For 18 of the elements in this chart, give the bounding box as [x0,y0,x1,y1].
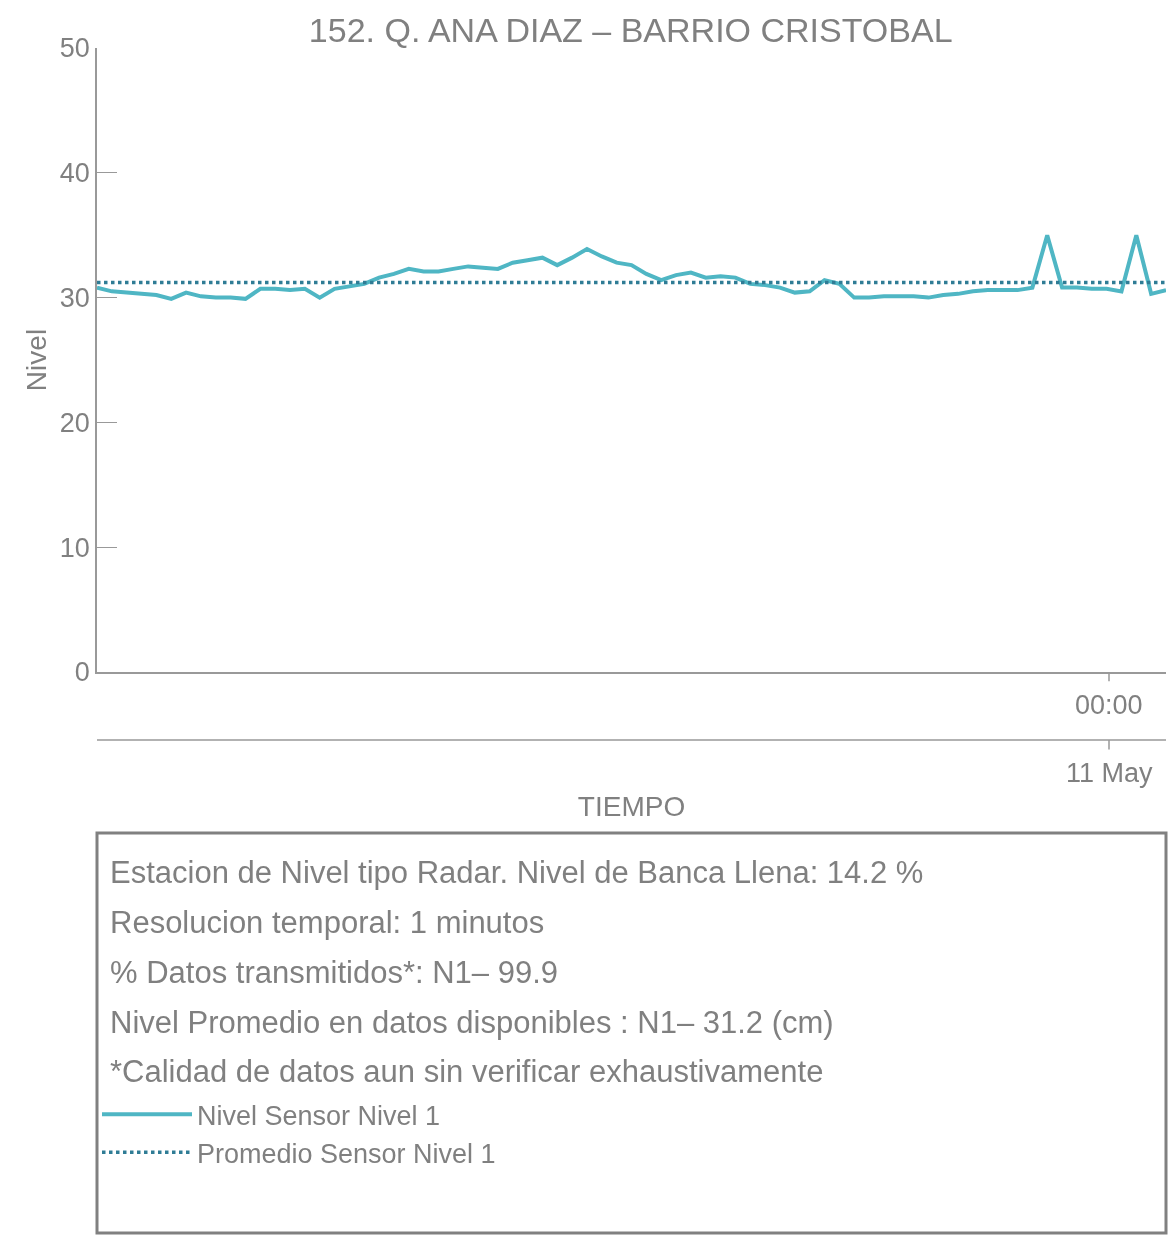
chart-title: 152. Q. ANA DIAZ – BARRIO CRISTOBAL [308,11,953,50]
text: Resolucion temporal: 1 minutos [110,905,545,940]
y-tick-label: 0 [74,657,90,688]
y-axis-title: Nivel [21,328,52,392]
text: 00:00 11 May [1066,690,1153,788]
y-tick-label: 10 [59,532,90,563]
text: % Datos transmitidos*: N1– 99.9 [110,955,558,990]
text: Nivel Promedio en datos disponibles : N1– 31.2 (cm) [110,1005,834,1040]
legend-label: Promedio Sensor Nivel 1 [197,1138,496,1169]
text: *Calidad de datos aun sin verificar exhaustivamente [110,1054,824,1089]
legend-label: Nivel Sensor Nivel 1 [197,1100,441,1131]
text: Estacion de Nivel tipo Radar. Nivel de Banca Llena: 14.2 % [110,855,924,890]
y-tick-label: 40 [59,158,90,189]
y-tick-label: 50 [59,33,90,64]
y-tick-label: 30 [59,283,90,314]
line-series [97,233,1166,301]
x-axis-title: TIEMPO [577,790,686,822]
y-tick-label: 20 [59,407,90,438]
